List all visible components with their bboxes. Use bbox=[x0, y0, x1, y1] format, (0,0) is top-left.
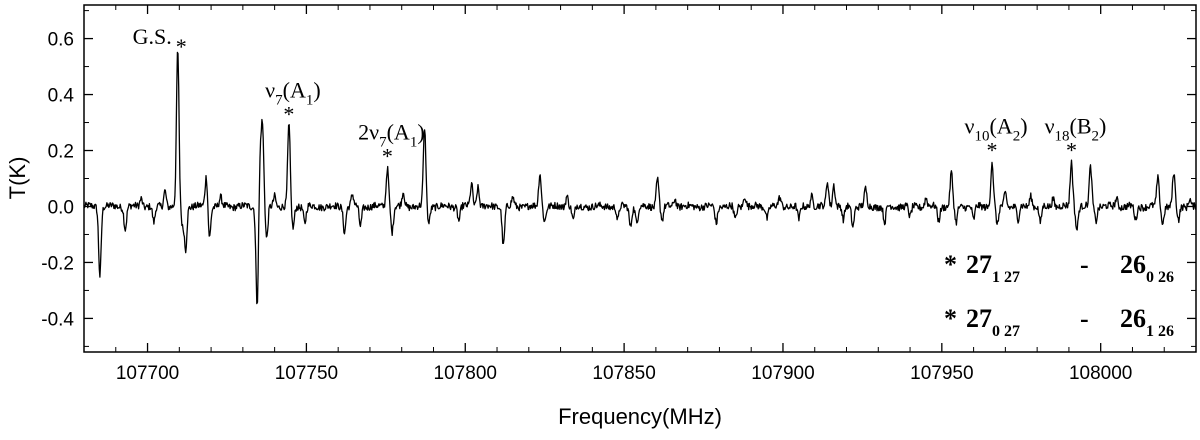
legend-lower-level: 260 26 bbox=[1120, 250, 1174, 286]
annotation-mid: (A bbox=[989, 114, 1012, 139]
legend-dash: - bbox=[1080, 304, 1089, 333]
x-tick-label: 107850 bbox=[592, 363, 655, 384]
x-tick-label: 107800 bbox=[434, 363, 497, 384]
legend-upper-sub: 0 27 bbox=[992, 323, 1020, 340]
legend-upper-level: 271 27 bbox=[966, 250, 1020, 286]
annotation-nu18: ν18(B2) bbox=[1045, 114, 1107, 145]
annotation-sub2: 2 bbox=[1013, 129, 1021, 145]
peak-star: * bbox=[987, 138, 998, 163]
peak-star: * bbox=[283, 101, 294, 126]
annotation-2nu7: 2ν7(A1) bbox=[358, 119, 425, 150]
annotation-tail: ) bbox=[1099, 114, 1106, 139]
legend-upper-sub: 1 27 bbox=[992, 269, 1020, 286]
peak-star: * bbox=[382, 143, 393, 168]
y-axis-title: T(K) bbox=[5, 157, 30, 200]
annotations: G.S. **ν7(A1)*2ν7(A1)*ν10(A2)*ν18(B2) bbox=[133, 24, 1107, 169]
tick-marks: 107700 107750 107800 107850 107900 107950 1080… bbox=[41, 5, 1197, 384]
annotation-gs: G.S. bbox=[133, 24, 172, 49]
annotation-tail: ) bbox=[417, 119, 424, 144]
annotation-nu10: ν10(A2) bbox=[965, 114, 1028, 145]
annotation-tail: ) bbox=[1020, 114, 1027, 139]
annotation-sub: 7 bbox=[275, 92, 283, 108]
legend-upper-level: 270 27 bbox=[966, 304, 1020, 340]
x-tick-label: 108000 bbox=[1069, 363, 1132, 384]
y-tick-label: -0.4 bbox=[41, 309, 74, 330]
peak-star: * bbox=[1066, 138, 1077, 163]
legend-star: * bbox=[944, 304, 957, 333]
y-tick-label: 0.0 bbox=[48, 197, 74, 218]
legend-dash: - bbox=[1080, 250, 1089, 279]
y-tick-label: 0.6 bbox=[48, 30, 74, 51]
legend-lower-j: 26 bbox=[1120, 304, 1146, 333]
x-tick-label: 107750 bbox=[275, 363, 338, 384]
annotation-mid: (B bbox=[1070, 114, 1092, 139]
legend-lower-level: 261 26 bbox=[1120, 304, 1174, 340]
annotation-base: ν bbox=[265, 77, 275, 102]
x-axis-title: Frequency(MHz) bbox=[558, 404, 722, 429]
annotation-tail: ) bbox=[313, 77, 320, 102]
annotation-sub2: 1 bbox=[306, 92, 314, 108]
spectrum-line bbox=[83, 51, 1197, 305]
annotation-sub2: 1 bbox=[410, 134, 418, 150]
plot-frame bbox=[83, 4, 1197, 353]
x-tick-label: 107900 bbox=[751, 363, 814, 384]
y-tick-label: -0.2 bbox=[41, 253, 74, 274]
x-tick-label: 107700 bbox=[116, 363, 179, 384]
peak-star: * bbox=[176, 34, 187, 59]
legend-star: * bbox=[944, 250, 957, 279]
legend: * 271 27-260 26* 270 27-261 26 bbox=[944, 250, 1174, 340]
y-tick-label: 0.4 bbox=[48, 86, 75, 107]
annotation-sub: 10 bbox=[974, 129, 989, 145]
annotation-base: ν bbox=[1045, 114, 1055, 139]
legend-lower-j: 26 bbox=[1120, 250, 1146, 279]
annotation-sub: 18 bbox=[1055, 129, 1070, 145]
annotation-sub2: 2 bbox=[1092, 129, 1100, 145]
annotation-nu7: ν7(A1) bbox=[265, 77, 321, 108]
legend-upper-j: 27 bbox=[966, 304, 992, 333]
annotation-mid: (A bbox=[283, 77, 306, 102]
legend-upper-j: 27 bbox=[966, 250, 992, 279]
legend-lower-sub: 1 26 bbox=[1146, 323, 1174, 340]
annotation-sub: 7 bbox=[379, 134, 387, 150]
annotation-base: ν bbox=[965, 114, 975, 139]
x-tick-label: 107950 bbox=[910, 363, 973, 384]
legend-lower-sub: 0 26 bbox=[1146, 269, 1174, 286]
y-tick-label: 0.2 bbox=[48, 142, 74, 163]
annotation-base: 2ν bbox=[358, 119, 379, 144]
series-layer bbox=[83, 51, 1197, 305]
annotation-mid: (A bbox=[387, 119, 410, 144]
